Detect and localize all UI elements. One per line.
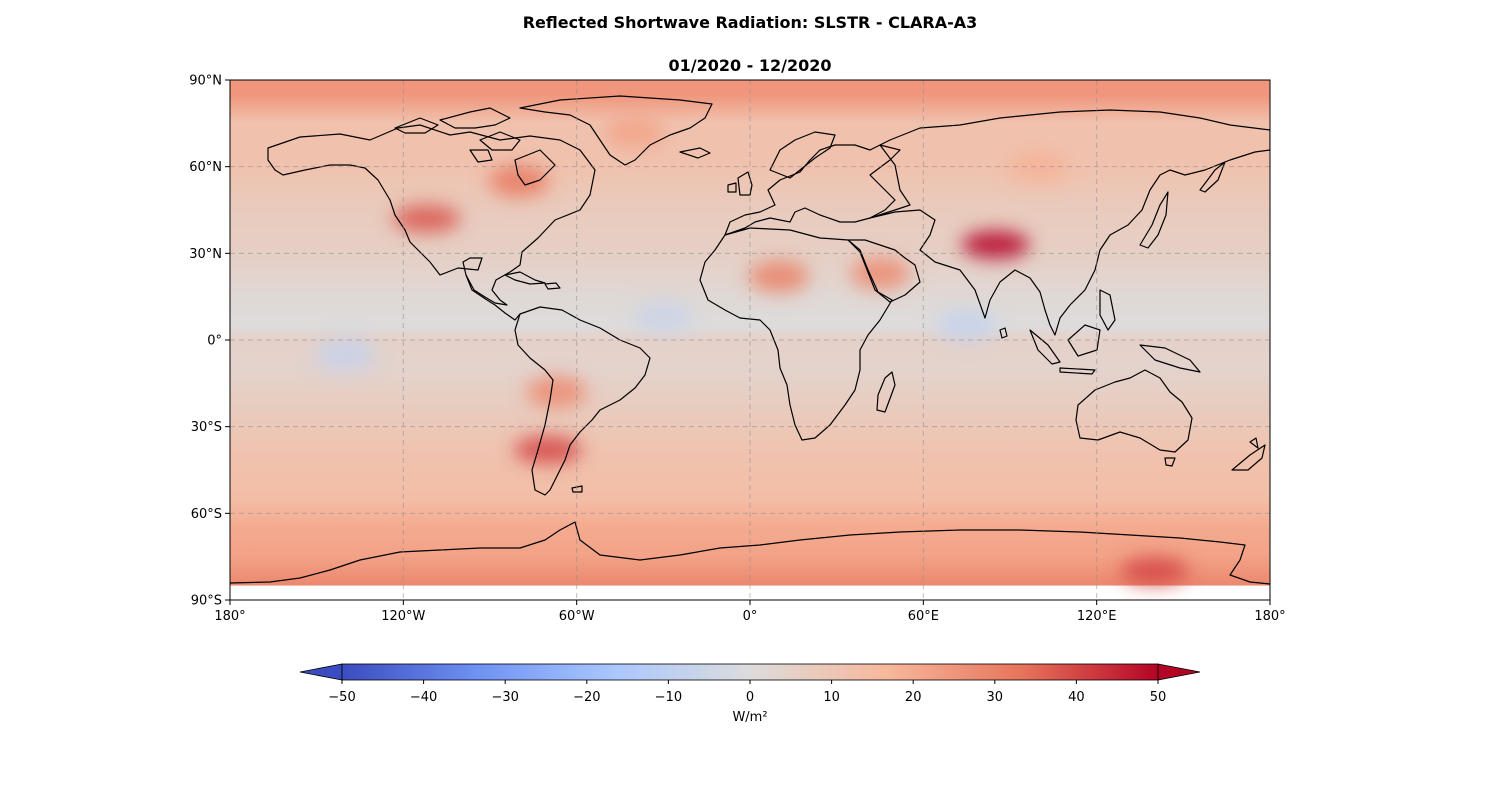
coastline-great-britain bbox=[737, 171, 753, 196]
colorbar-extend-max bbox=[1157, 663, 1201, 681]
colorbar-tick-label: 10 bbox=[823, 690, 840, 705]
colorbar-tick-label: 30 bbox=[987, 690, 1004, 705]
anomaly-southern-andes bbox=[513, 435, 582, 464]
coastline-ireland bbox=[727, 182, 737, 193]
colorbar-tick-label: −40 bbox=[410, 690, 437, 705]
anomaly-central-andes bbox=[526, 376, 587, 408]
anomaly-east-antarctica bbox=[1120, 557, 1189, 586]
coastline-north-america bbox=[267, 124, 596, 306]
colorbar-extend-min bbox=[299, 663, 343, 681]
colorbar-tick-label: −20 bbox=[573, 690, 600, 705]
anomaly-rocky-mountains bbox=[392, 204, 461, 233]
coastline-java bbox=[1059, 367, 1096, 375]
anomaly-canadian-shield bbox=[488, 165, 549, 198]
coastline-new-zealand bbox=[1231, 437, 1266, 471]
anomaly-tibetan-plateau bbox=[961, 230, 1030, 259]
coastline-antarctica bbox=[230, 521, 1270, 585]
coastline-south-america bbox=[514, 306, 651, 496]
lon-tick-label: 120°E bbox=[1077, 609, 1117, 624]
anomaly-siberia bbox=[1008, 150, 1069, 183]
anomaly-indian-ocean bbox=[936, 309, 997, 342]
coastline-sumatra bbox=[1029, 329, 1061, 365]
colorbar: −50 −40 −30 −20 −10 0 10 20 30 40 50 W/m² bbox=[299, 663, 1201, 725]
colorbar-label: W/m² bbox=[732, 710, 767, 725]
lat-tick-label: 60°S bbox=[191, 507, 222, 522]
figure-subtitle: 01/2020 - 12/2020 bbox=[668, 56, 832, 75]
colorbar-ticks: −50 −40 −30 −20 −10 0 10 20 30 40 50 bbox=[328, 680, 1166, 705]
coastline-arctic-islands bbox=[394, 107, 556, 186]
lon-tick-label: 60°E bbox=[908, 609, 939, 624]
coastline-sri-lanka bbox=[999, 327, 1008, 339]
lat-tick-label: 30°N bbox=[189, 247, 222, 262]
colorbar-tick-label: −50 bbox=[328, 690, 355, 705]
lat-tick-label: 30°S bbox=[191, 420, 222, 435]
lat-tick-label: 90°N bbox=[189, 74, 222, 89]
anomaly-tropical-atlantic bbox=[633, 300, 694, 333]
coastline-falklands bbox=[571, 485, 583, 493]
coastline-cuba bbox=[504, 271, 546, 285]
lat-tick-label: 0° bbox=[207, 334, 222, 349]
anomaly-greenland bbox=[604, 116, 665, 148]
colorbar-tick-label: 50 bbox=[1150, 690, 1167, 705]
gridlines bbox=[230, 80, 1270, 600]
colorbar-gradient bbox=[341, 663, 1159, 681]
coastline-scandinavia bbox=[769, 131, 836, 179]
coastline-kamchatka bbox=[1199, 161, 1226, 193]
coastline-hispaniola bbox=[544, 282, 561, 290]
coastline-iceland bbox=[679, 147, 711, 159]
colorbar-tick-label: 0 bbox=[746, 690, 754, 705]
anomaly-sahara bbox=[748, 260, 809, 293]
coastline-australia bbox=[1075, 369, 1193, 453]
coastline-central-america bbox=[465, 274, 521, 321]
lat-tick-label: 90°S bbox=[191, 594, 222, 609]
colorbar-tick-label: 40 bbox=[1068, 690, 1085, 705]
coastline-greenland bbox=[519, 95, 713, 166]
coastline-madagascar bbox=[876, 371, 896, 413]
longitude-axis: 180° 120°W 60°W 0° 60°E 120°E 180° bbox=[214, 600, 1286, 624]
lon-tick-label: 60°W bbox=[559, 609, 595, 624]
colorbar-tick-label: 20 bbox=[905, 690, 922, 705]
coastline-new-guinea bbox=[1139, 344, 1201, 373]
coastline-europe bbox=[724, 144, 901, 236]
anomaly-arabian-peninsula bbox=[850, 257, 910, 290]
coastline-tasmania bbox=[1164, 457, 1176, 467]
map-area: 90°N 60°N 30°N 0° 30°S 60°S 90°S 180° 120°W 60°W… bbox=[189, 74, 1285, 625]
anomaly-equatorial-pacific bbox=[315, 338, 376, 371]
coastline-asia bbox=[869, 109, 1270, 336]
lon-tick-label: 180° bbox=[1254, 609, 1285, 624]
lon-tick-label: 180° bbox=[214, 609, 245, 624]
colorbar-tick-label: −10 bbox=[655, 690, 682, 705]
coastline-philippines bbox=[1099, 289, 1116, 331]
figure-title: Reflected Shortwave Radiation: SLSTR - C… bbox=[522, 13, 978, 32]
lon-tick-label: 0° bbox=[743, 609, 758, 624]
colorbar-tick-label: −30 bbox=[491, 690, 518, 705]
coastline-arabia bbox=[847, 239, 921, 303]
coastlines bbox=[230, 95, 1270, 585]
lat-tick-label: 60°N bbox=[189, 160, 222, 175]
lon-tick-label: 120°W bbox=[381, 609, 425, 624]
coastline-japan bbox=[1139, 191, 1169, 249]
latitude-axis: 90°N 60°N 30°N 0° 30°S 60°S 90°S bbox=[189, 74, 230, 609]
